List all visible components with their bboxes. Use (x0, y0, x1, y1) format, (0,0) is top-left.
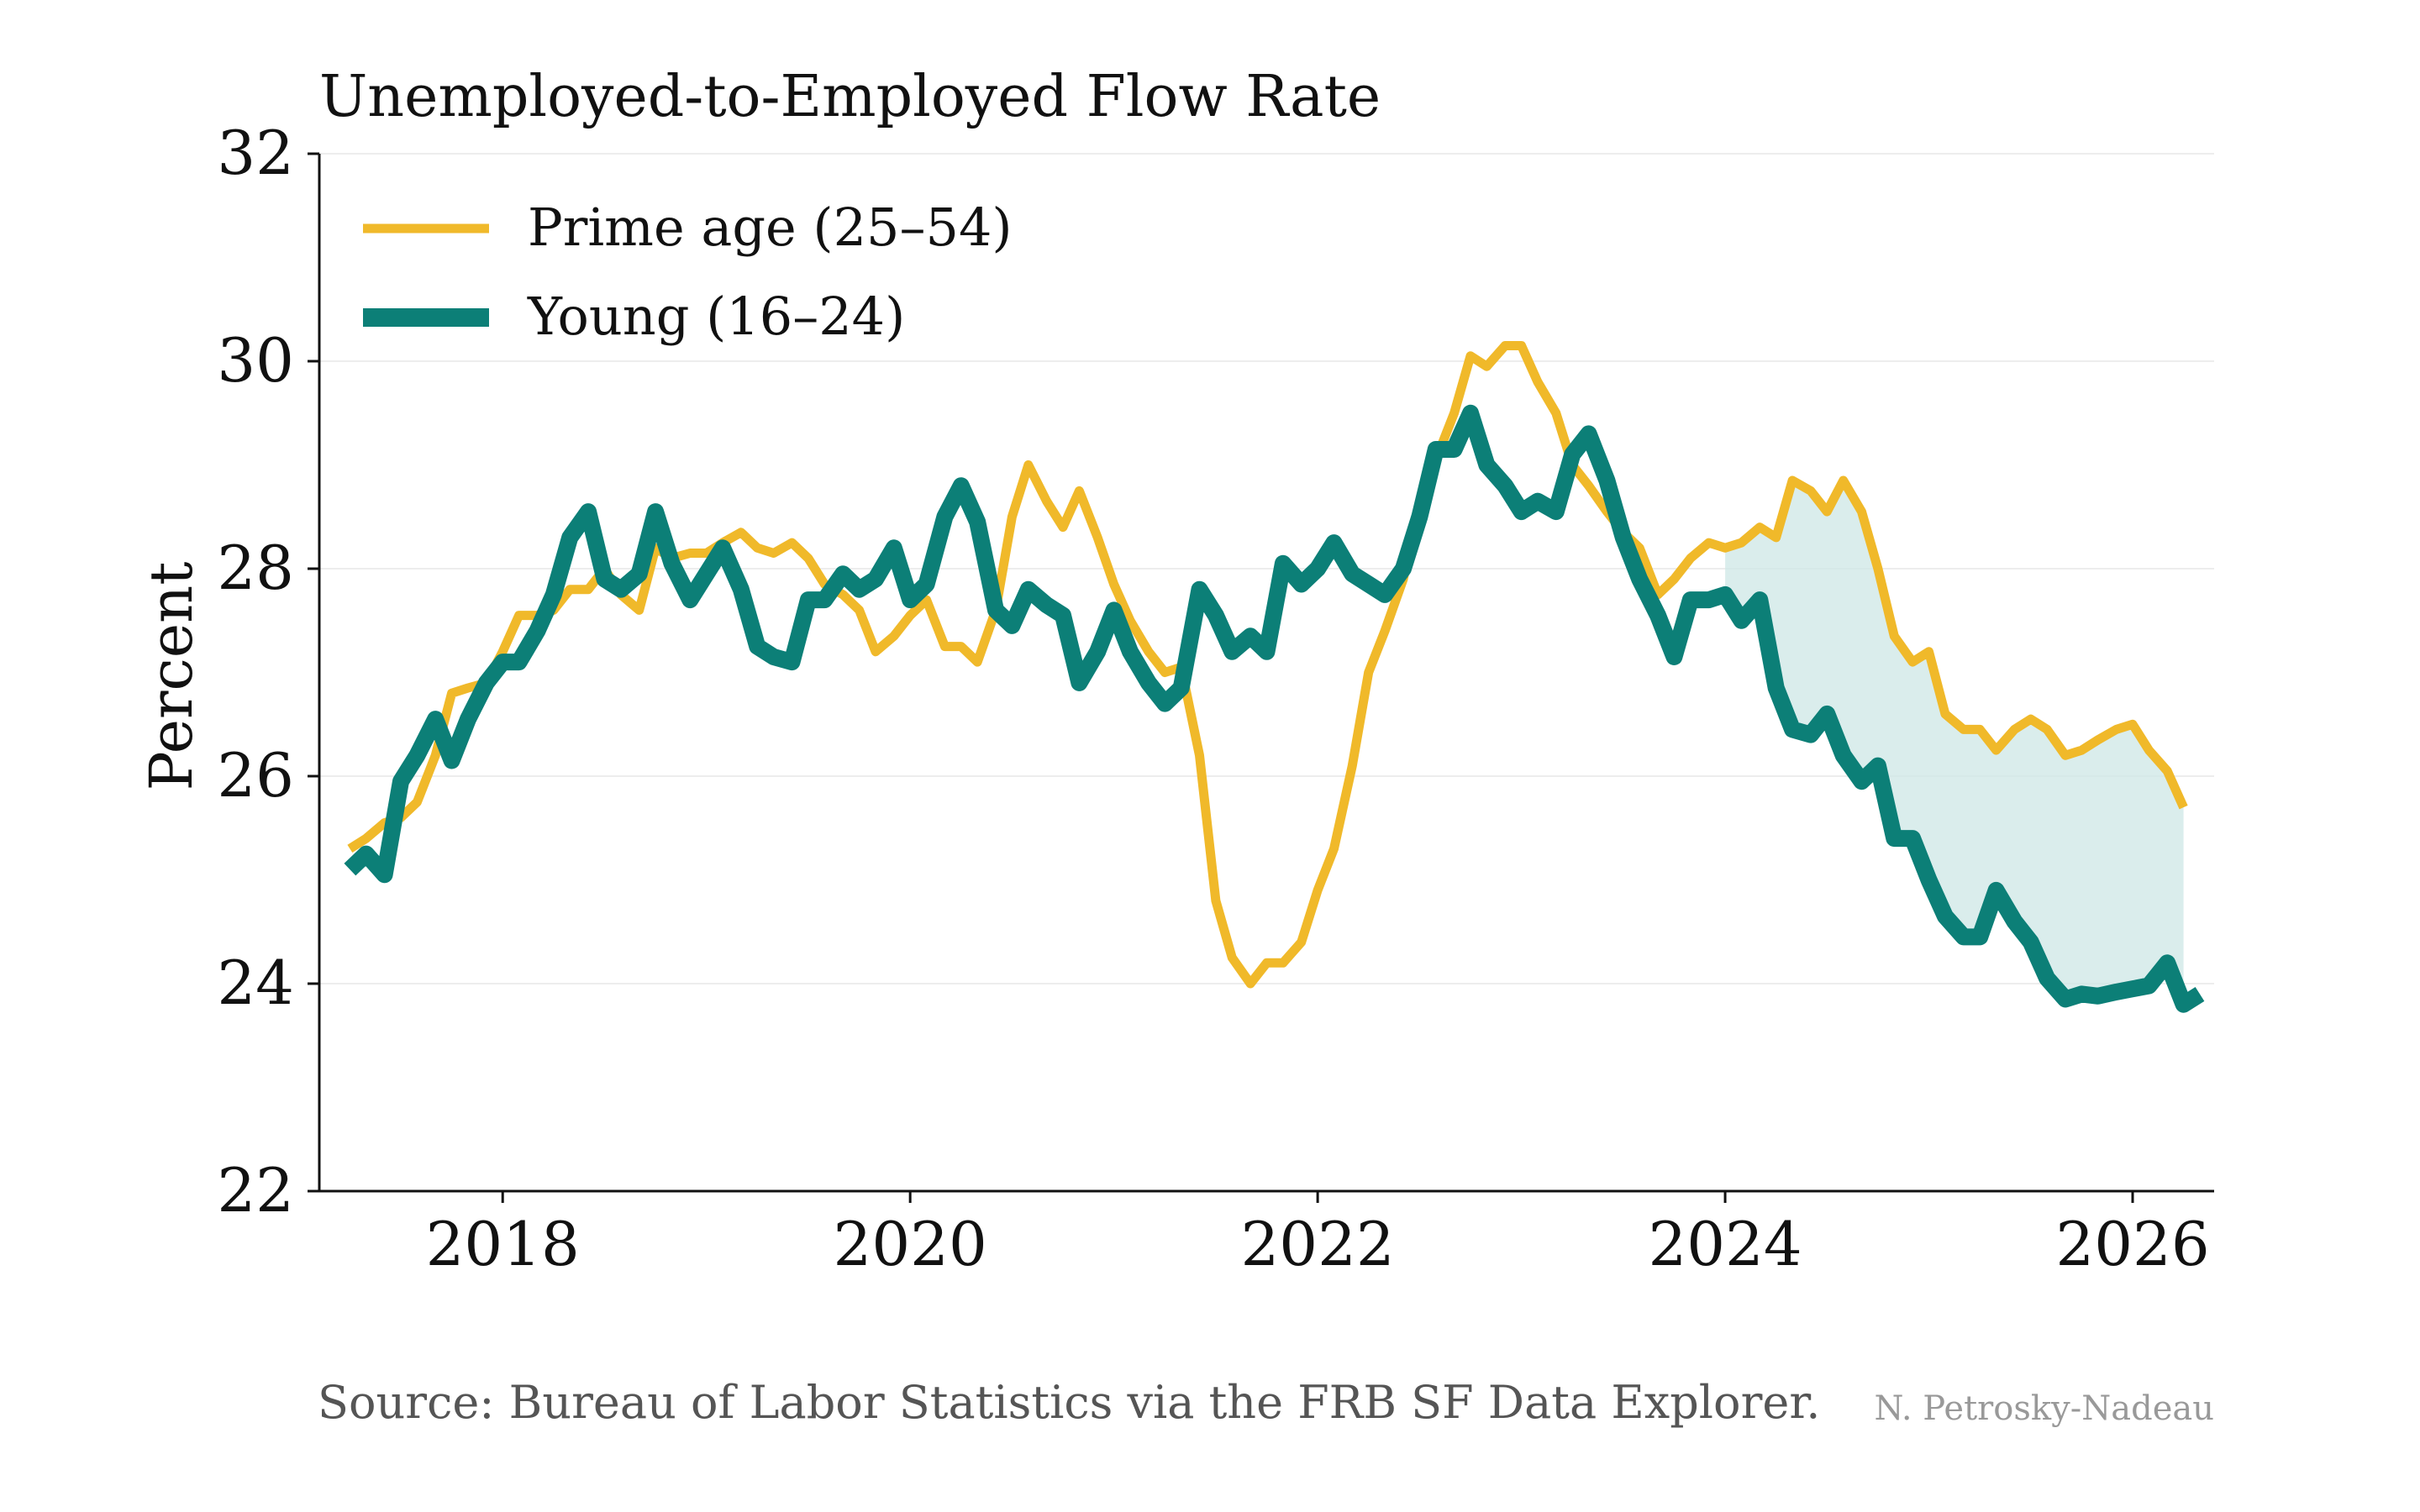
y-tick-32: 32 (217, 118, 294, 188)
y-tick-labels: 22 24 26 28 30 32 (217, 118, 294, 1226)
y-tick-30: 30 (217, 325, 294, 396)
y-tick-24: 24 (217, 948, 294, 1018)
y-tick-26: 26 (217, 740, 294, 811)
x-tick-labels: 2018 2020 2022 2024 2026 (426, 1209, 2210, 1279)
legend: Prime age (25–54) Young (16–24) (363, 197, 1013, 347)
legend-label-prime-age: Prime age (25–54) (528, 197, 1013, 258)
series-line-young (344, 404, 2205, 1013)
author-credit: N. Petrosky-Nadeau (1874, 1389, 2214, 1428)
axes (308, 152, 2214, 1203)
x-tick-2020: 2020 (834, 1209, 987, 1279)
chart-title: Unemployed-to-Employed Flow Rate (319, 64, 1381, 130)
shaded-band (1725, 480, 2184, 1005)
series-line-prime-age (347, 341, 2188, 989)
legend-label-young: Young (16–24) (527, 286, 905, 347)
x-tick-2026: 2026 (2055, 1209, 2209, 1279)
x-tick-2022: 2022 (1241, 1209, 1395, 1279)
x-tick-2024: 2024 (1648, 1209, 1802, 1279)
source-note: Source: Bureau of Labor Statistics via t… (318, 1376, 1820, 1429)
y-tick-28: 28 (217, 533, 294, 603)
series-lines (344, 341, 2205, 1013)
gap-shading (1725, 480, 2184, 1005)
y-tick-22: 22 (217, 1155, 294, 1226)
x-tick-2018: 2018 (426, 1209, 580, 1279)
y-axis-label: Percent (137, 562, 206, 791)
